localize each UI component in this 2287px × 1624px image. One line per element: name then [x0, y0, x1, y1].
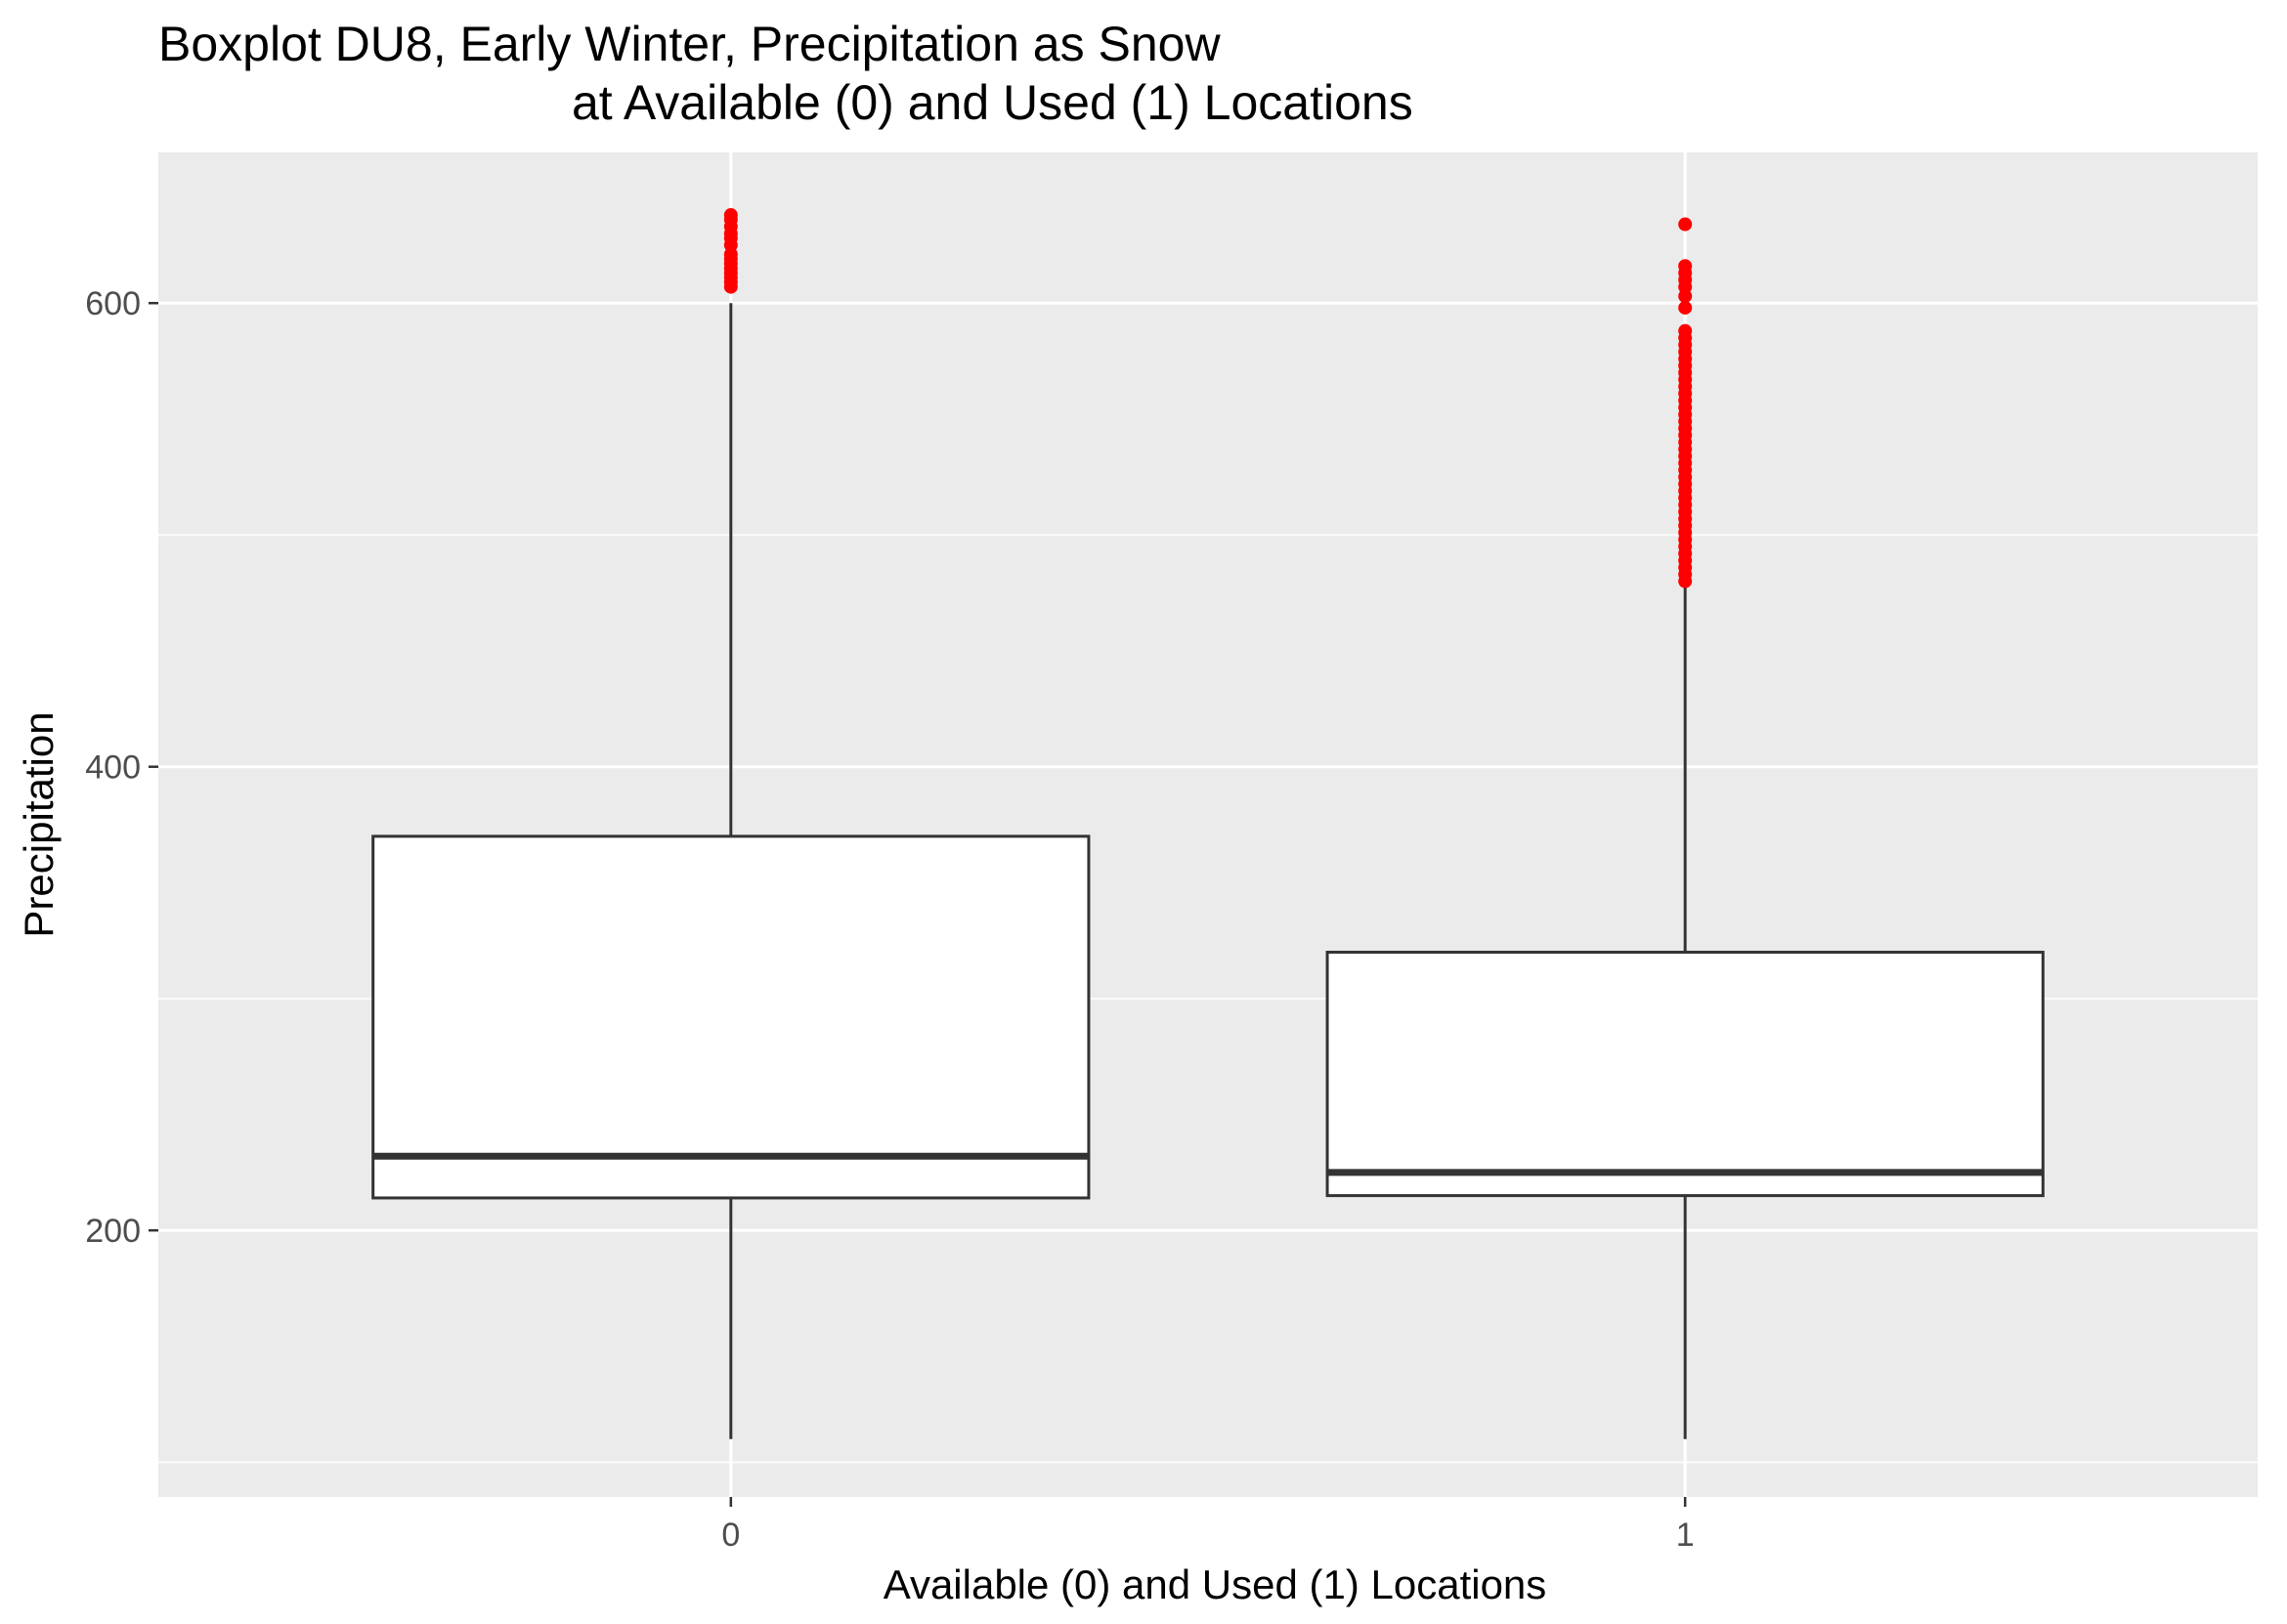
box-1	[1325, 217, 2045, 1439]
y-tick-label: 600	[85, 285, 141, 322]
y-axis-title: Precipitation	[16, 711, 62, 937]
outlier-point	[1678, 259, 1693, 274]
x-tick-label: 0	[721, 1517, 740, 1554]
outlier-point	[1678, 300, 1693, 315]
y-tick-label: 400	[85, 749, 141, 787]
box-0	[371, 208, 1091, 1439]
outlier-point	[1678, 217, 1693, 232]
outlier-point	[723, 208, 738, 223]
axes: 200 400 600 0 1	[85, 285, 1694, 1554]
x-tick-label: 1	[1676, 1517, 1695, 1554]
chart-title-line-1: Boxplot DU8, Early Winter, Precipitation…	[158, 17, 1221, 71]
box-body	[371, 834, 1091, 1200]
chart-title-line-2: at Available (0) and Used (1) Locations	[572, 75, 1413, 130]
outlier-point	[1678, 323, 1693, 338]
boxes	[371, 208, 2045, 1439]
y-tick-label: 200	[85, 1213, 141, 1250]
plot-panel	[158, 152, 2258, 1497]
box-body	[1325, 950, 2045, 1198]
x-axis-title: Available (0) and Used (1) Locations	[884, 1561, 1547, 1607]
